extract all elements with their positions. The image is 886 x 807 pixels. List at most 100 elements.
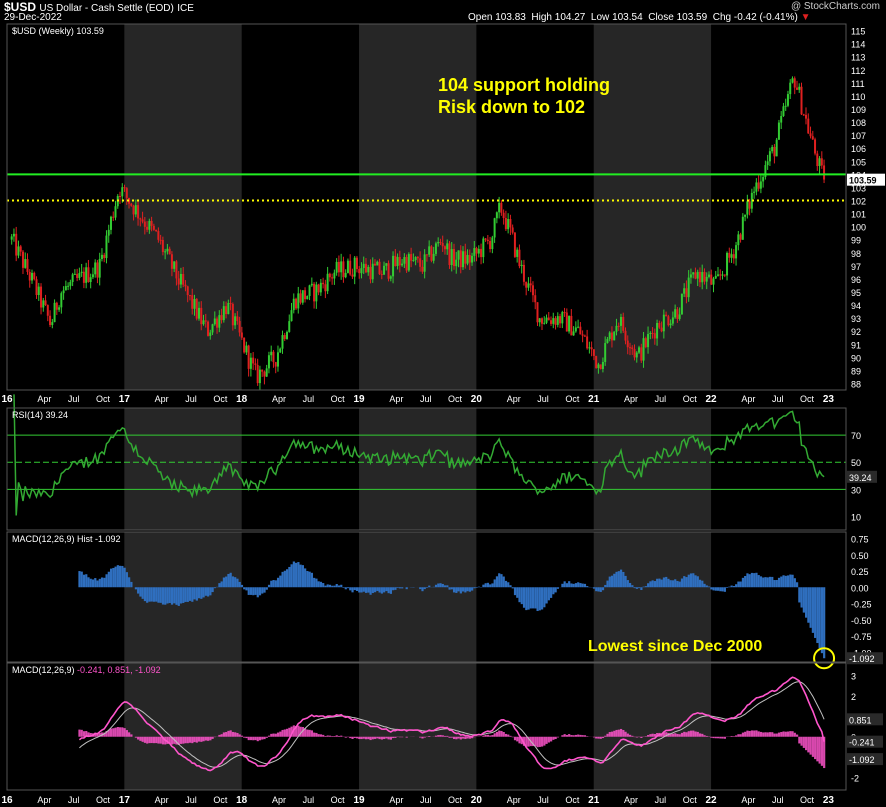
- macd-hist-bar: [281, 729, 284, 737]
- price-candle: [125, 188, 128, 198]
- hist-bar: [385, 587, 388, 592]
- price-candle: [331, 277, 334, 279]
- price-candle: [653, 333, 656, 339]
- price-candle: [777, 122, 780, 140]
- price-candle: [119, 196, 122, 198]
- price-candle: [547, 317, 550, 321]
- hist-bar: [665, 576, 668, 588]
- macd-hist-bar: [240, 735, 244, 737]
- hist-bar: [177, 587, 180, 606]
- macd-hist-bar: [525, 736, 528, 747]
- hist-bar: [125, 572, 128, 588]
- price-candle: [489, 241, 492, 250]
- hist-bar: [182, 587, 185, 603]
- price-candle: [768, 151, 771, 162]
- price-candle: [775, 139, 778, 157]
- macd-hist-bar: [394, 736, 397, 738]
- year-band: [593, 408, 712, 530]
- x-tick-label: Oct: [96, 394, 111, 404]
- hist-last-label: -1.092: [849, 654, 875, 664]
- macd-line: [78, 676, 825, 772]
- macd-hist-bar: [522, 736, 526, 746]
- y-tick-label: 10: [851, 512, 861, 522]
- price-candle: [507, 219, 510, 230]
- hist-bar: [243, 587, 246, 590]
- year-band: [593, 532, 712, 662]
- hist-bar: [272, 580, 275, 588]
- hist-bar: [500, 574, 503, 588]
- macd-hist-bar: [462, 736, 465, 739]
- close-label: Close: [648, 12, 674, 23]
- hist-bar: [141, 587, 144, 599]
- hist-bar: [114, 566, 117, 588]
- price-candle: [182, 273, 185, 285]
- price-candle: [556, 316, 559, 325]
- macd-hist-bar: [310, 730, 314, 737]
- hist-bar: [619, 569, 623, 588]
- hist-bar: [204, 587, 207, 596]
- price-candle: [592, 349, 595, 356]
- macd-hist-bar: [304, 728, 307, 737]
- x-tick-label: Apr: [389, 394, 403, 404]
- hist-bar: [516, 587, 519, 598]
- hist-bar: [771, 576, 774, 588]
- y-tick-label: 109: [851, 105, 866, 115]
- macd-hist-bar: [195, 736, 198, 743]
- macd-hist-bar: [263, 736, 266, 740]
- price-candle: [152, 225, 155, 230]
- hist-bar: [527, 587, 530, 610]
- price-candle: [628, 347, 631, 349]
- price-candle: [486, 239, 489, 242]
- macd-hist-bar: [613, 730, 616, 737]
- hist-bar: [170, 587, 174, 605]
- low-label: Low: [590, 12, 610, 23]
- macd-hist-bar: [556, 736, 559, 738]
- hist-bar: [227, 573, 230, 588]
- macd-hist-bar: [143, 736, 147, 743]
- price-candle: [73, 273, 76, 275]
- y-tick-label: 112: [851, 66, 865, 76]
- macd-hist-bar: [385, 736, 388, 739]
- panel-border: [6, 23, 847, 391]
- x-tick-label: Oct: [683, 795, 698, 805]
- macd-hist-bar: [764, 732, 767, 737]
- last-price-label: 103.59: [849, 176, 877, 186]
- panel-border: [6, 531, 847, 663]
- price-candle: [597, 364, 600, 369]
- price-candle: [188, 295, 191, 297]
- price-candle: [15, 233, 18, 256]
- price-candle: [132, 205, 135, 215]
- macd-hist-bar: [755, 730, 758, 737]
- macd-hist-bar: [798, 736, 801, 744]
- macd-hist-bar: [669, 733, 672, 737]
- macd-hist-bar: [628, 734, 632, 737]
- hist-bar: [820, 587, 824, 654]
- price-candle: [351, 274, 354, 277]
- hist-bar: [698, 579, 702, 588]
- macd-hist-bar: [419, 736, 422, 738]
- price-candle: [798, 86, 801, 90]
- price-candle: [33, 272, 36, 280]
- price-candle: [12, 233, 15, 237]
- macd-hist-bar: [784, 731, 787, 737]
- price-candle: [789, 82, 792, 95]
- price-candle: [780, 116, 783, 123]
- hist-bar: [240, 584, 244, 588]
- price-candle: [805, 114, 808, 119]
- hist-bar: [143, 587, 147, 602]
- hist-bar: [355, 587, 359, 591]
- price-candle: [538, 318, 541, 323]
- macd-hist-bar: [247, 736, 250, 741]
- hist-bar: [662, 577, 666, 588]
- macd-hist-bar: [649, 734, 652, 737]
- hist-bar: [213, 587, 216, 589]
- macd-hist-bar: [234, 732, 237, 737]
- price-candle: [211, 324, 214, 333]
- hist-bar: [173, 587, 176, 604]
- y-tick-label: 0.00: [851, 583, 869, 593]
- hist-bar: [622, 571, 625, 588]
- macd-hist-bar: [322, 734, 325, 737]
- hist-bar: [660, 579, 663, 588]
- price-candle: [410, 254, 413, 261]
- macd-hist-bar: [730, 735, 733, 737]
